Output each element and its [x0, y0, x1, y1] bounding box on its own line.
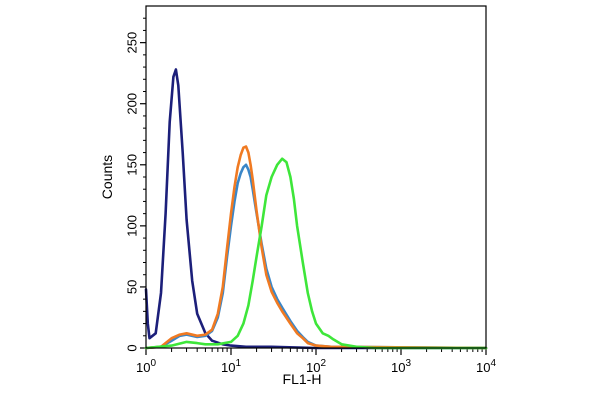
histogram-series: [144, 68, 488, 350]
x-tick-base: 10: [476, 360, 490, 375]
x-tick-exponent: 3: [405, 358, 411, 369]
x-tick-exponent: 4: [490, 358, 496, 369]
plot-frame: [145, 5, 487, 349]
y-tick-label: 200: [125, 93, 140, 115]
y-tick-label: 50: [125, 280, 140, 294]
x-tick-base: 10: [136, 360, 150, 375]
y-axis-title: Counts: [99, 155, 115, 199]
x-tick-label: 103: [391, 358, 411, 375]
histogram-series-3: [144, 145, 488, 350]
x-tick-exponent: 0: [150, 358, 156, 369]
y-axis-ticks: 0 50 100 150 200 250: [125, 17, 146, 352]
x-tick-base: 10: [306, 360, 320, 375]
x-tick-base: 10: [221, 360, 235, 375]
y-tick-label: 100: [125, 215, 140, 237]
x-tick-label: 104: [476, 358, 496, 375]
y-tick-label: 0: [125, 344, 140, 351]
histogram-series-4: [144, 157, 488, 350]
x-tick-label: 100: [136, 358, 156, 375]
x-tick-label: 101: [221, 358, 241, 375]
x-tick-exponent: 1: [235, 358, 241, 369]
y-tick-label: 250: [125, 32, 140, 54]
x-tick-label: 102: [306, 358, 326, 375]
x-axis-title: FL1-H: [283, 371, 322, 387]
x-axis-ticks: 100 101 102 103 104: [136, 348, 496, 375]
histogram-series-1: [144, 68, 488, 350]
y-tick-label: 150: [125, 154, 140, 176]
x-tick-base: 10: [391, 360, 405, 375]
x-tick-exponent: 2: [320, 358, 326, 369]
